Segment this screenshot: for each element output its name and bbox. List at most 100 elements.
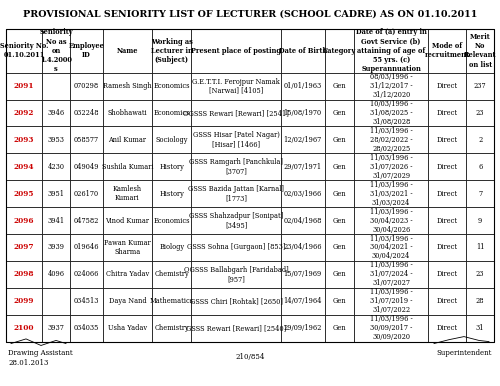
Bar <box>466 153 494 180</box>
Text: 2091: 2091 <box>14 82 34 90</box>
Text: G.E.T.T.I. Ferojpur Namak
[Narwai] [4105]: G.E.T.T.I. Ferojpur Namak [Narwai] [4105… <box>192 78 280 95</box>
Text: Drawing Assistant
28.01.2013: Drawing Assistant 28.01.2013 <box>8 349 73 367</box>
Bar <box>152 288 192 315</box>
Text: Gen: Gen <box>332 270 346 278</box>
Text: Sushila Kumari: Sushila Kumari <box>102 163 153 171</box>
Bar <box>103 29 152 73</box>
Text: Category: Category <box>323 47 356 55</box>
Text: Direct: Direct <box>436 163 458 171</box>
Bar <box>42 127 70 153</box>
Text: 14/07/1964: 14/07/1964 <box>284 297 322 305</box>
Text: Gen: Gen <box>332 297 346 305</box>
Text: 2092: 2092 <box>14 109 34 117</box>
Text: 23: 23 <box>476 270 484 278</box>
Bar <box>466 180 494 207</box>
Text: 2098: 2098 <box>14 270 34 278</box>
Text: 02/03/1966: 02/03/1966 <box>284 190 322 198</box>
Bar <box>103 100 152 127</box>
Bar <box>6 100 42 127</box>
Bar <box>281 153 324 180</box>
Bar <box>152 153 192 180</box>
Text: Name: Name <box>116 47 138 55</box>
Bar <box>324 288 354 315</box>
Bar <box>324 153 354 180</box>
Text: OGSSS Rewari [Rewari] [2541]: OGSSS Rewari [Rewari] [2541] <box>183 109 289 117</box>
Bar <box>70 100 103 127</box>
Text: 058577: 058577 <box>74 136 99 144</box>
Text: Gen: Gen <box>332 217 346 225</box>
Bar <box>324 180 354 207</box>
Text: 11/03/1996 -
31/07/2024 -
31/07/2027: 11/03/1996 - 31/07/2024 - 31/07/2027 <box>370 261 412 287</box>
Text: 11/03/1996 -
30/09/2017 -
30/09/2020: 11/03/1996 - 30/09/2017 - 30/09/2020 <box>370 315 412 341</box>
Text: 12/02/1967: 12/02/1967 <box>284 136 322 144</box>
Bar <box>192 73 281 100</box>
Bar <box>354 261 428 288</box>
Bar <box>466 100 494 127</box>
Text: 034513: 034513 <box>74 297 99 305</box>
Bar <box>42 234 70 261</box>
Bar <box>466 315 494 342</box>
Bar <box>6 29 42 73</box>
Bar <box>70 73 103 100</box>
Bar <box>192 29 281 73</box>
Text: Chemistry: Chemistry <box>154 270 189 278</box>
Bar <box>281 207 324 234</box>
Bar <box>354 73 428 100</box>
Text: 11: 11 <box>476 244 484 252</box>
Bar <box>152 315 192 342</box>
Text: 01/01/1963: 01/01/1963 <box>284 82 322 90</box>
Bar <box>281 234 324 261</box>
Text: GSSS Bazida Jattan [Karnal]
[1773]: GSSS Bazida Jattan [Karnal] [1773] <box>188 185 284 202</box>
Text: Kamlesh
Kumari: Kamlesh Kumari <box>113 185 142 202</box>
Text: 3937: 3937 <box>48 324 64 332</box>
Bar <box>466 261 494 288</box>
Bar <box>354 234 428 261</box>
Bar <box>281 73 324 100</box>
Text: Direct: Direct <box>436 190 458 198</box>
Bar <box>152 261 192 288</box>
Bar <box>428 234 467 261</box>
Text: 2096: 2096 <box>14 217 34 225</box>
Text: Biology: Biology <box>159 244 184 252</box>
Text: Direct: Direct <box>436 109 458 117</box>
Text: 3953: 3953 <box>48 136 64 144</box>
Text: Pawan Kumar
Sharma: Pawan Kumar Sharma <box>104 239 151 256</box>
Bar <box>70 207 103 234</box>
Text: Usha Yadav: Usha Yadav <box>108 324 147 332</box>
Bar <box>103 180 152 207</box>
Text: GSSS Hisar [Patel Nagar)
[Hisar] [1466]: GSSS Hisar [Patel Nagar) [Hisar] [1466] <box>192 132 280 148</box>
Text: Economics: Economics <box>154 82 190 90</box>
Text: Date of (a) entry in
Govt Service (b)
attaining of age of
55 yrs. (c)
Superannua: Date of (a) entry in Govt Service (b) at… <box>356 29 426 73</box>
Bar <box>192 207 281 234</box>
Bar <box>428 73 467 100</box>
Text: OGSSS Ballabgarh [Faridabad]
[957]: OGSSS Ballabgarh [Faridabad] [957] <box>184 266 288 283</box>
Text: 2097: 2097 <box>14 244 34 252</box>
Text: Present place of posting: Present place of posting <box>191 47 281 55</box>
Text: Ramesh Singh: Ramesh Singh <box>103 82 152 90</box>
Bar <box>354 288 428 315</box>
Text: Mathematics: Mathematics <box>150 297 194 305</box>
Text: GSSS Rewari [Rewari] [2540]: GSSS Rewari [Rewari] [2540] <box>186 324 286 332</box>
Text: Gen: Gen <box>332 82 346 90</box>
Bar <box>466 29 494 73</box>
Text: 3951: 3951 <box>48 190 64 198</box>
Bar <box>103 127 152 153</box>
Text: Direct: Direct <box>436 244 458 252</box>
Bar <box>42 261 70 288</box>
Text: GSSS Ramgarh [Panchkula]
[3707]: GSSS Ramgarh [Panchkula] [3707] <box>189 158 283 175</box>
Text: 3946: 3946 <box>48 109 64 117</box>
Bar <box>103 234 152 261</box>
Bar <box>354 315 428 342</box>
Bar <box>70 153 103 180</box>
Text: 024066: 024066 <box>74 270 99 278</box>
Text: Chemistry: Chemistry <box>154 324 189 332</box>
Bar <box>152 73 192 100</box>
Bar <box>192 288 281 315</box>
Text: 31: 31 <box>476 324 484 332</box>
Bar <box>466 127 494 153</box>
Bar <box>324 315 354 342</box>
Text: 6: 6 <box>478 163 482 171</box>
Text: Direct: Direct <box>436 297 458 305</box>
Bar <box>6 127 42 153</box>
Bar <box>6 207 42 234</box>
